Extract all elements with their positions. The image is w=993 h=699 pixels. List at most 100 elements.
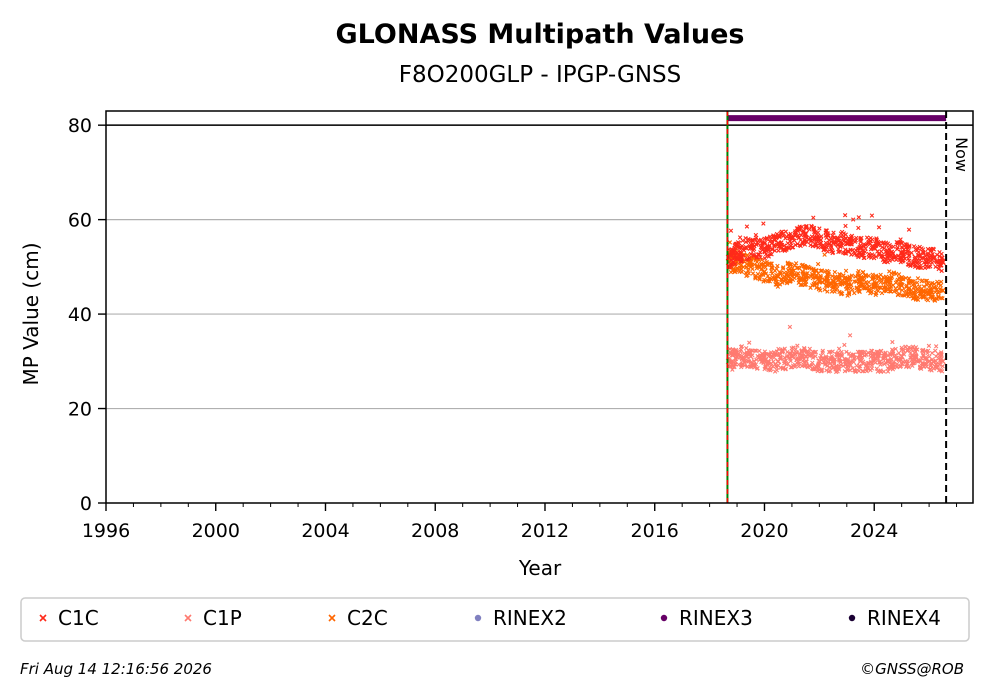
point-c2c (897, 291, 902, 297)
point-c1c (739, 253, 744, 259)
point-c1p (852, 368, 858, 373)
point-c1p (887, 351, 893, 356)
point-c1p (846, 366, 851, 372)
point-c1c (866, 237, 872, 242)
point-c1c (866, 251, 872, 257)
point-c1p (938, 350, 944, 355)
point-c1c (744, 246, 749, 251)
point-c2c (732, 269, 738, 275)
point-c2c (852, 290, 857, 296)
point-c1c (860, 248, 865, 253)
point-c2c (845, 293, 850, 298)
point-c2c (820, 280, 825, 285)
point-c1c (911, 260, 916, 266)
point-c2c (915, 287, 921, 292)
y-tick-label: 40 (68, 304, 92, 326)
point-c2c (796, 271, 801, 276)
point-c1c (748, 251, 754, 257)
point-c2c (778, 270, 784, 275)
point-c2c (846, 278, 851, 283)
point-c2c (794, 265, 800, 271)
point-c1p (808, 352, 814, 358)
point-c1p (749, 364, 754, 370)
point-c1c (825, 249, 830, 254)
point-c1p (792, 362, 798, 368)
point-c2c (744, 261, 749, 267)
point-c1c (776, 244, 781, 249)
point-c1p (756, 355, 762, 361)
point-c2c (923, 278, 928, 284)
point-c1c (869, 252, 875, 257)
point-c1c (898, 237, 903, 242)
point-c2c (894, 279, 900, 284)
point-c1p (851, 355, 857, 361)
point-c2c (876, 275, 881, 280)
point-c1p (899, 345, 904, 351)
point-c1p (916, 357, 921, 363)
point-c2c (899, 274, 905, 280)
point-c1c (729, 250, 734, 255)
point-c1c (835, 237, 840, 242)
point-c1p (887, 366, 893, 371)
point-c1c (932, 254, 937, 260)
legend-box (20, 597, 970, 642)
point-c1c (819, 234, 824, 239)
point-c1p (926, 343, 932, 349)
point-c1p (818, 368, 824, 374)
point-c2c (781, 265, 786, 270)
point-c2c (770, 265, 775, 271)
point-c1p (825, 360, 831, 365)
point-c1c (743, 239, 749, 245)
point-c2c (940, 296, 945, 301)
x-tick-label: 2020 (740, 520, 788, 542)
point-c1p (773, 352, 778, 357)
x-tick-label: 2016 (631, 520, 679, 542)
point-c1p (828, 349, 833, 355)
point-c1c (885, 241, 891, 246)
point-c1p (768, 361, 774, 366)
point-c2c (790, 277, 796, 283)
point-c2c (825, 289, 830, 294)
point-c2c (798, 282, 803, 288)
point-c1c (862, 255, 867, 261)
point-c1p (918, 366, 924, 371)
point-c2c (932, 297, 937, 303)
point-c1c (762, 256, 768, 261)
point-c1c (879, 245, 885, 250)
point-c1c (832, 235, 838, 240)
point-c1c (750, 242, 756, 247)
point-c1p (913, 352, 918, 357)
legend-marker-c2c (328, 614, 336, 622)
point-c1p (809, 366, 815, 371)
point-c2c (839, 281, 845, 287)
point-c1c (827, 238, 832, 243)
point-c1p (733, 359, 738, 364)
point-c2c (753, 273, 759, 278)
x-axis-label: Year (518, 556, 562, 580)
point-c2c (855, 270, 861, 276)
point-c1c (767, 234, 773, 239)
point-c1c (937, 259, 943, 265)
axis-ticks: 1996 2000 2004 2008 2012 2016 2020 2024 0 20 40 60 8… (68, 115, 958, 542)
point-c1c (732, 248, 738, 253)
point-c2c (824, 279, 829, 284)
point-c1p (787, 355, 792, 360)
point-c1p (845, 358, 850, 363)
point-c2c (915, 276, 921, 281)
point-c1p (929, 368, 934, 373)
point-c1p (890, 367, 896, 372)
point-c1c (728, 263, 733, 269)
point-c1c (838, 234, 844, 239)
point-c1p (758, 353, 763, 358)
now-label: Now (952, 137, 971, 172)
point-c2c (913, 296, 919, 301)
data-markers (725, 115, 947, 375)
point-c2c (899, 281, 904, 287)
point-c1p (893, 346, 898, 352)
point-c1p (762, 349, 768, 354)
point-c1p (747, 340, 752, 345)
point-c1c (906, 227, 912, 232)
point-c1c (738, 251, 743, 256)
point-c2c (861, 285, 866, 290)
point-c1p (738, 347, 744, 352)
